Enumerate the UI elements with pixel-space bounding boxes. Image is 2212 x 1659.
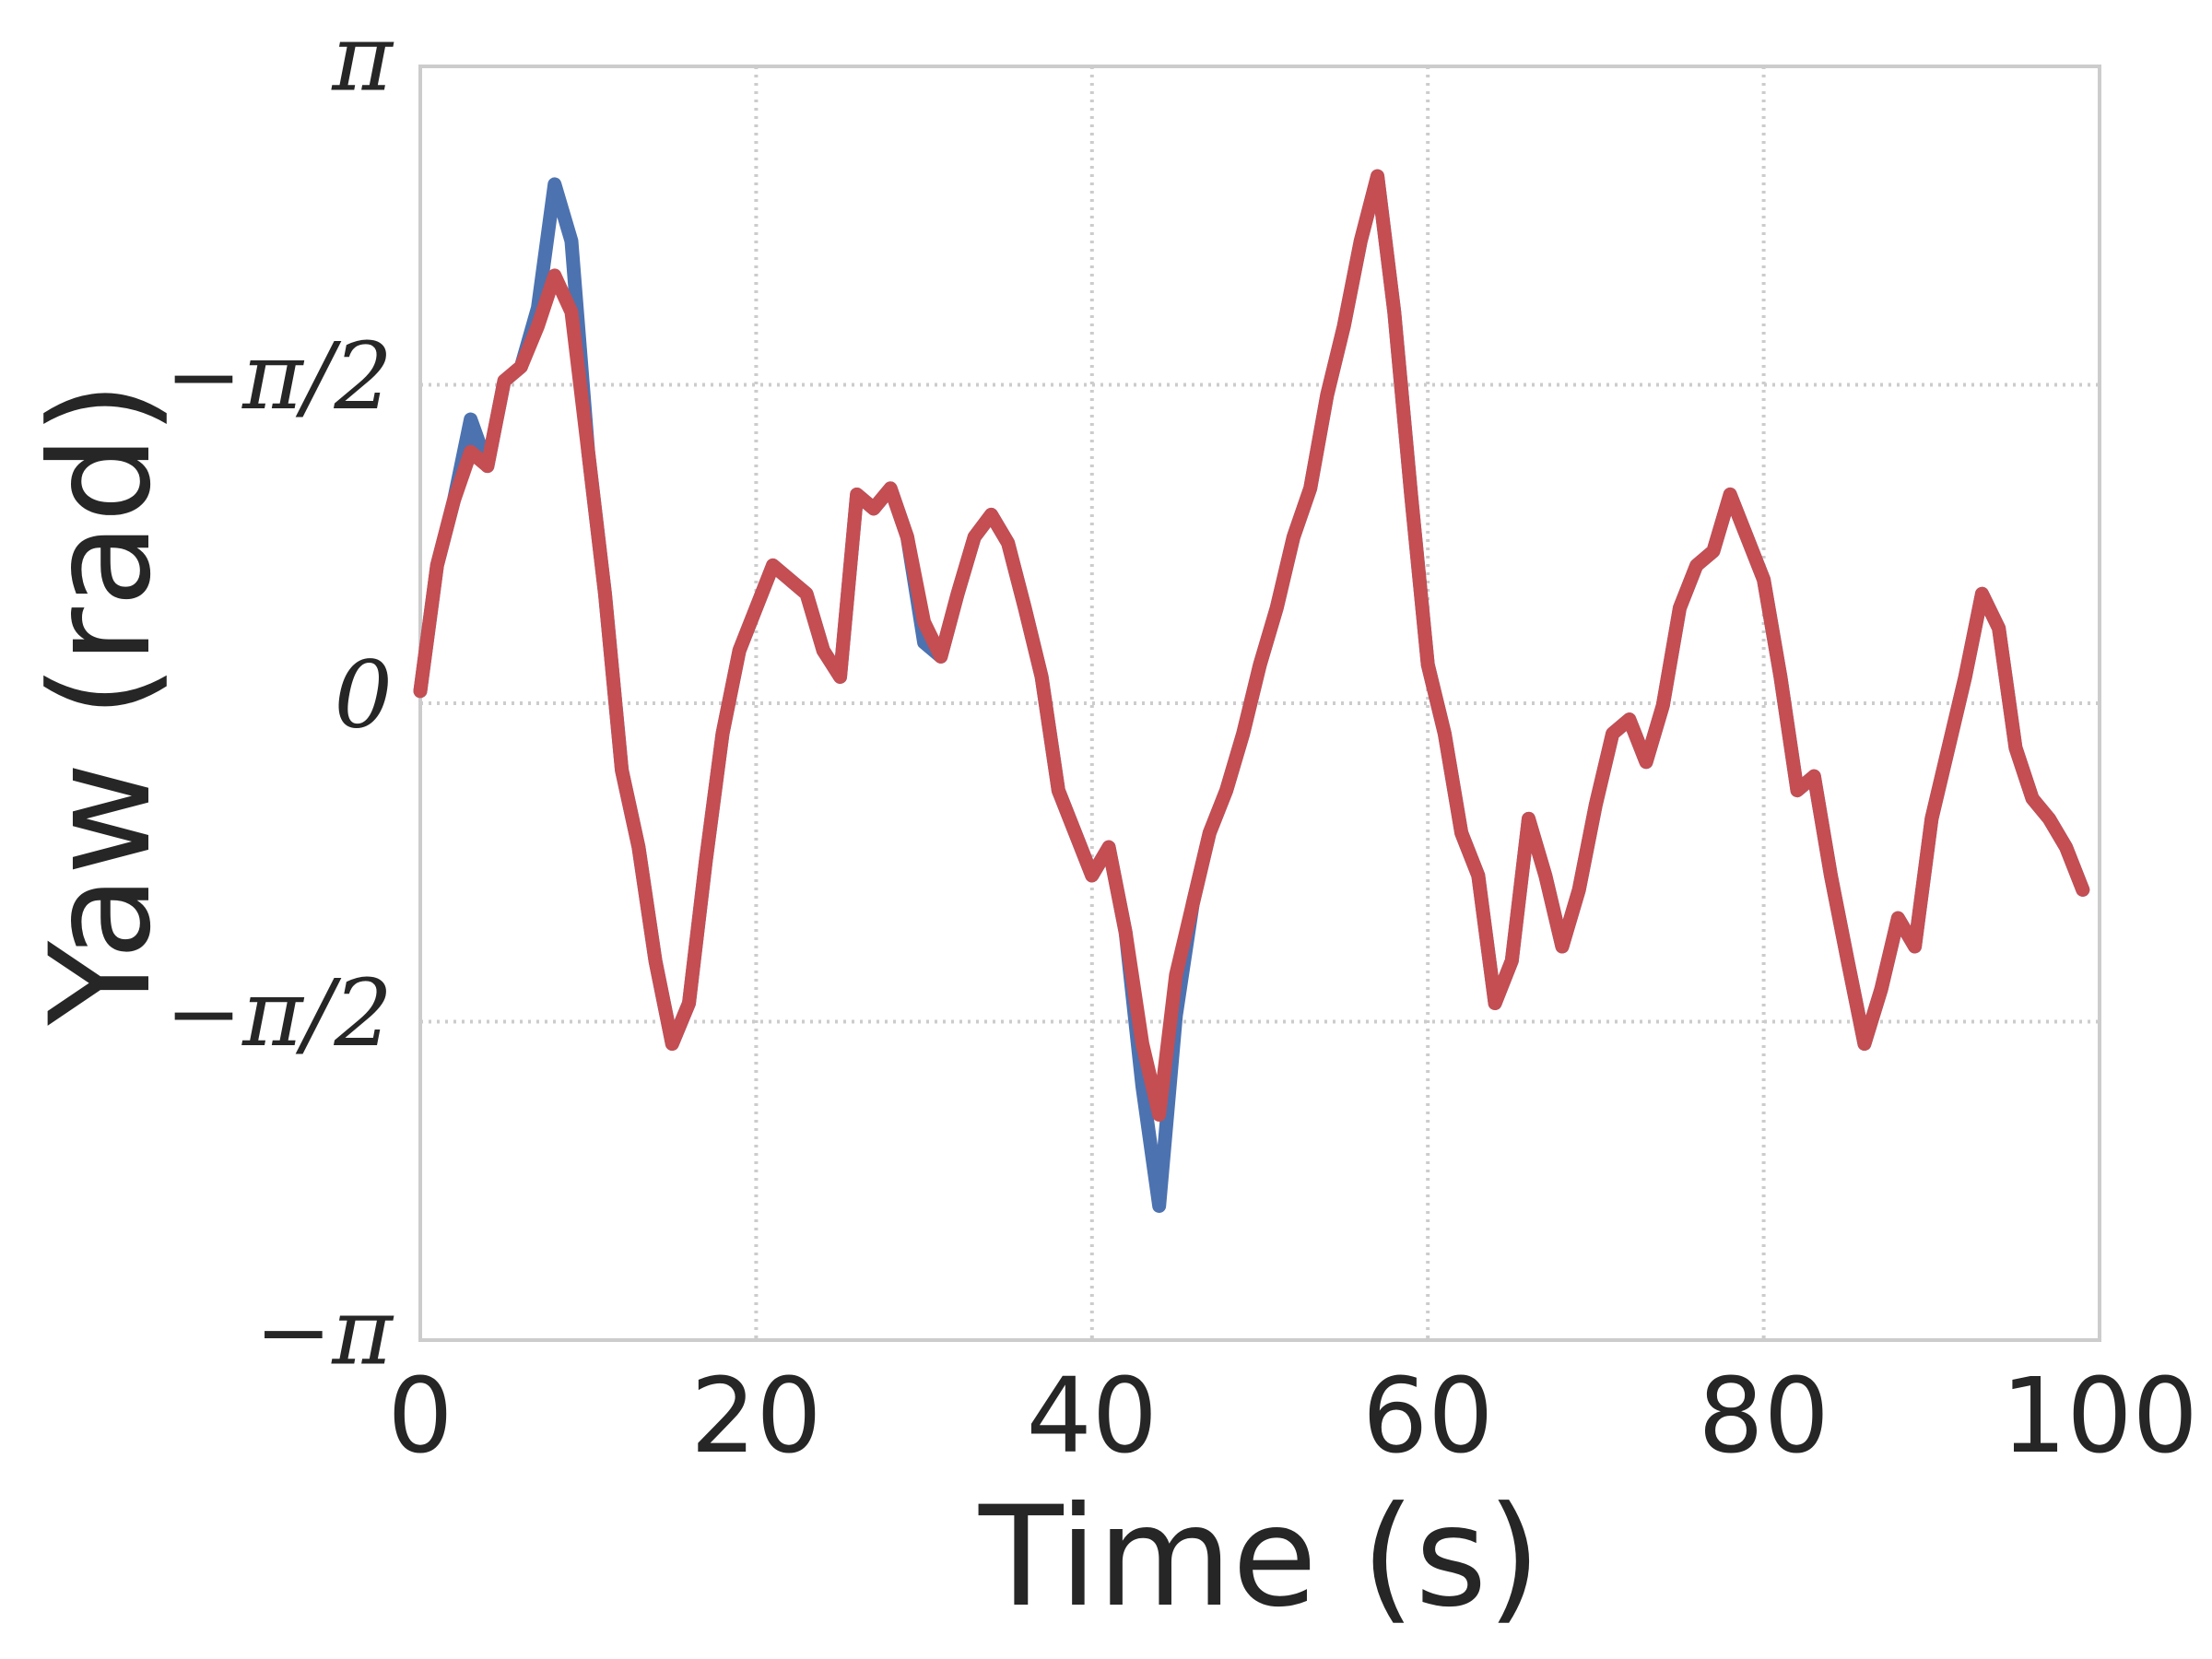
x-tick-label: 60 (1362, 1357, 1494, 1477)
x-tick-label: 100 (2001, 1357, 2198, 1477)
y-axis-label: Yaw (rad) (21, 381, 182, 1026)
y-tick-label: −π/2 (165, 323, 393, 430)
x-tick-label: 0 (387, 1357, 453, 1477)
x-tick-label: 40 (1027, 1357, 1159, 1477)
x-tick-label: 80 (1698, 1357, 1830, 1477)
y-tick-label: π (331, 5, 394, 112)
y-tick-label: −π/2 (165, 959, 393, 1067)
y-tick-label: 0 (334, 641, 393, 749)
x-axis-label: Time (s) (978, 1477, 1541, 1638)
y-tick-label: −π (254, 1278, 394, 1386)
x-tick-label: 20 (690, 1357, 822, 1477)
data-line (413, 169, 2090, 1122)
